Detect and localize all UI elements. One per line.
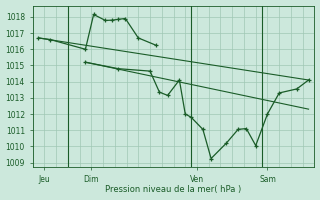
X-axis label: Pression niveau de la mer( hPa ): Pression niveau de la mer( hPa ) (105, 185, 242, 194)
